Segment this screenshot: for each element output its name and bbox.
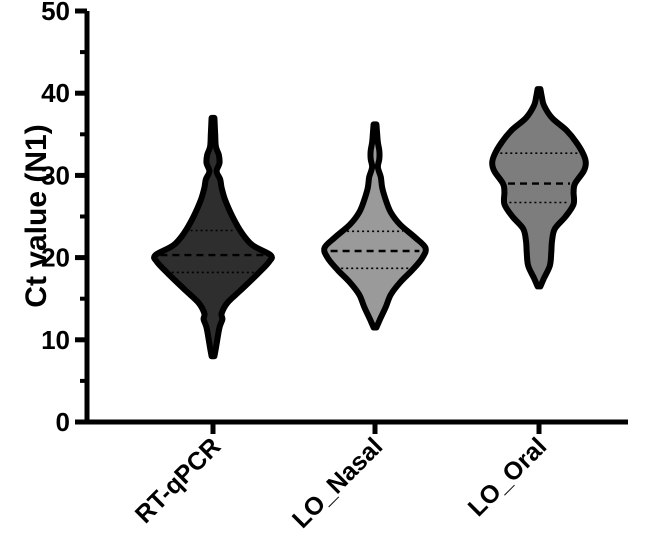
- x-category-label: RT-qPCR: [130, 432, 226, 528]
- y-tick-label: 40: [41, 78, 70, 108]
- violin-rt-qpcr: [151, 114, 275, 360]
- y-tick-label: 0: [56, 407, 70, 437]
- violin-lo-nasal: [321, 121, 429, 331]
- violin-body: [321, 121, 429, 331]
- violin-lo-oral: [489, 86, 589, 290]
- y-tick-label: 30: [41, 160, 70, 190]
- violin-group: [151, 86, 589, 360]
- y-axis-title: Ct value (N1): [20, 124, 53, 307]
- x-category-label: LO_Nasal: [287, 432, 388, 533]
- y-tick-label: 20: [41, 243, 70, 273]
- y-tick-label: 50: [41, 0, 70, 26]
- y-tick-label: 10: [41, 325, 70, 355]
- x-category-label: LO_Oral: [463, 432, 553, 522]
- violin-body: [151, 114, 275, 360]
- violin-body: [489, 86, 589, 290]
